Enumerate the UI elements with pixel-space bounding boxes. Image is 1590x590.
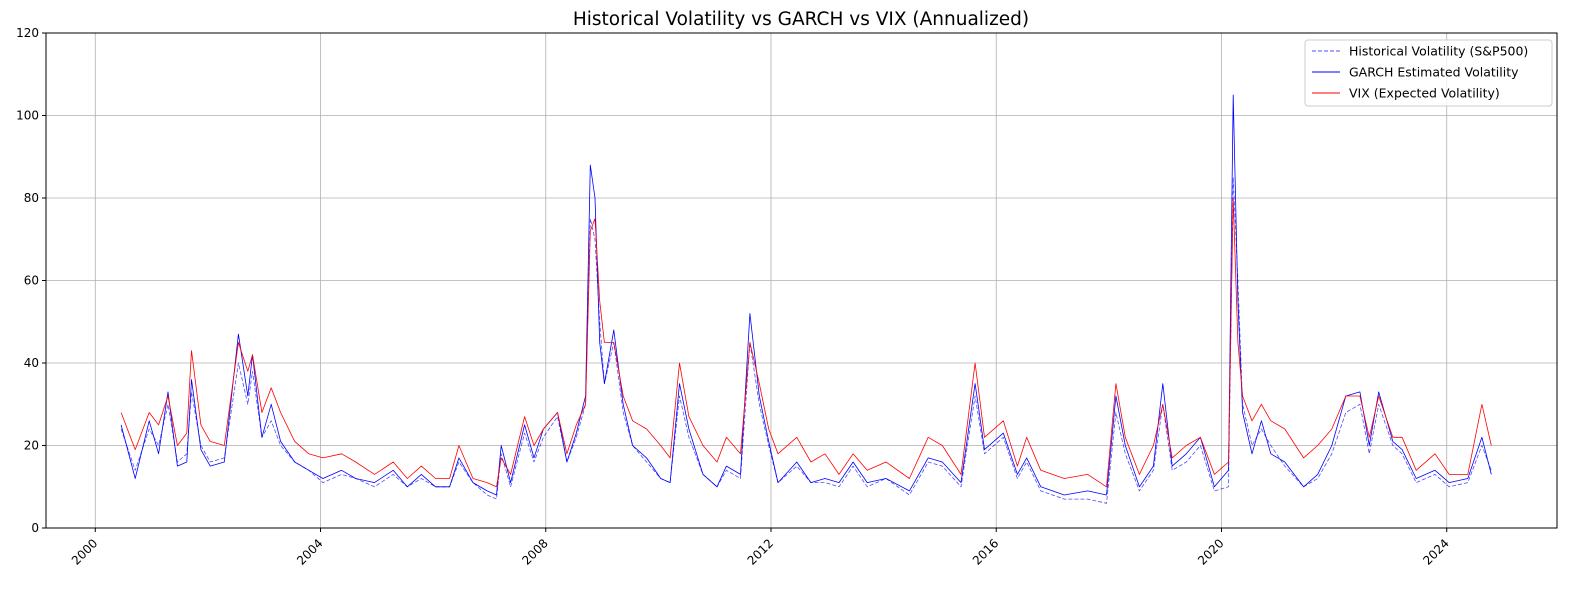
x-tick-label: 2004: [294, 536, 325, 567]
x-axis: 2000 2004 2008 2012 2016 2020 2024: [69, 528, 1452, 568]
x-tick-label: 2012: [745, 536, 776, 567]
series-line-1: [120, 94, 1492, 496]
x-tick-label: 2008: [519, 536, 550, 567]
series-line-0: [120, 176, 1492, 504]
legend: Historical Volatility (S&P500) GARCH Esti…: [1304, 39, 1553, 107]
y-tick-label: 0: [31, 521, 39, 535]
legend-label: Historical Volatility (S&P500): [1349, 44, 1528, 59]
y-axis: 0 20 40 60 80 100 120: [16, 26, 46, 535]
y-tick-label: 20: [24, 439, 39, 453]
x-tick-label: 2024: [1420, 536, 1451, 567]
y-tick-label: 80: [24, 191, 39, 205]
chart-title: Historical Volatility vs GARCH vs VIX (A…: [573, 9, 1029, 30]
x-tick-label: 2000: [69, 536, 100, 567]
legend-label: VIX (Expected Volatility): [1349, 86, 1500, 101]
y-tick-label: 60: [24, 274, 39, 288]
x-tick-label: 2016: [970, 536, 1001, 567]
series-lines: [120, 94, 1492, 504]
legend-label: GARCH Estimated Volatility: [1349, 65, 1519, 80]
x-tick-label: 2020: [1195, 536, 1226, 567]
y-tick-label: 120: [16, 26, 39, 40]
y-tick-label: 40: [24, 356, 39, 370]
grid: [46, 32, 1557, 529]
legend-box: [1304, 39, 1553, 107]
series-line-2: [120, 197, 1492, 488]
y-tick-label: 100: [16, 109, 39, 123]
